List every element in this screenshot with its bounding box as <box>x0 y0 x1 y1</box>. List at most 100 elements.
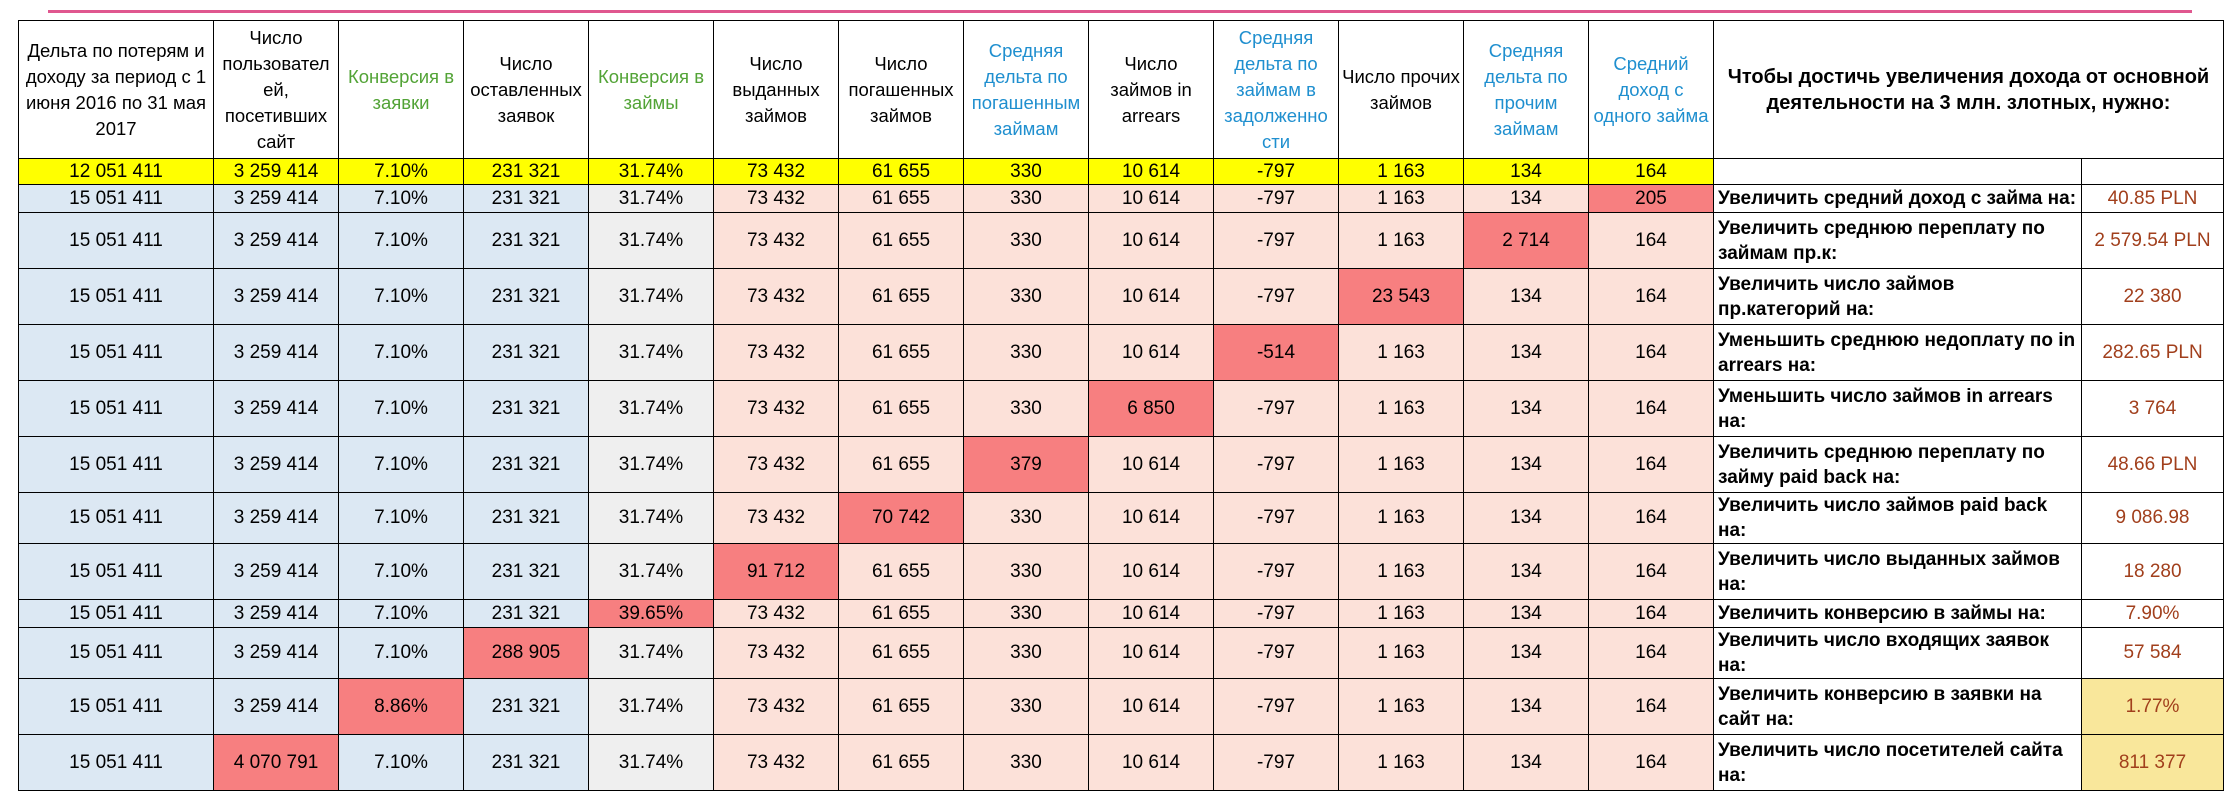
scenario-row: 15 051 411 3 259 414 7.10% 231 321 31.74% 73 … <box>18 324 2224 381</box>
header-site-visitors: Число пользовател ей, посетивших сайт <box>213 20 339 159</box>
cell-avg-delta-arrears: -797 <box>1213 543 1339 600</box>
cell-avg-income: 164 <box>1588 268 1714 325</box>
cell-issued: 73 432 <box>713 380 839 437</box>
cell-avg-income: 164 <box>1588 627 1714 679</box>
scenario-row: 15 051 411 3 259 414 7.10% 231 321 31.74% 73 … <box>18 492 2224 544</box>
cell-avg-delta-other: 134 <box>1463 436 1589 493</box>
cell-avg-income: 205 <box>1588 184 1714 213</box>
cell-conv-loans: 31.74% <box>588 627 714 679</box>
cell-conv-loans: 39.65% <box>588 599 714 628</box>
cell-arrears: 10 614 <box>1088 492 1214 544</box>
cell-avg-delta-arrears: -797 <box>1213 734 1339 791</box>
cell-conv-applications: 7.10% <box>338 599 464 628</box>
action-text: Увеличить средний доход с займа на: <box>1713 184 2082 213</box>
required-change-value: 3 764 <box>2081 380 2224 437</box>
cell-delta: 15 051 411 <box>18 492 214 544</box>
cell-arrears: 10 614 <box>1088 627 1214 679</box>
action-text: Увеличить число посетителей сайта на: <box>1713 734 2082 791</box>
cell-avg-income: 164 <box>1588 734 1714 791</box>
action-text: Увеличить конверсию в заявки на сайт на: <box>1713 678 2082 735</box>
cell-other: 1 163 <box>1338 436 1464 493</box>
cell-avg-delta-other: 134 <box>1463 678 1589 735</box>
cell-repaid: 61 655 <box>838 678 964 735</box>
required-change-value <box>2081 158 2224 185</box>
header-avg-delta-repaid: Средняя дельта по погашенным займам <box>963 20 1089 159</box>
cell-avg-delta-arrears: -797 <box>1213 678 1339 735</box>
cell-conv-applications: 7.10% <box>338 268 464 325</box>
cell-avg-delta-other: 134 <box>1463 734 1589 791</box>
action-text: Увеличить число займов paid back на: <box>1713 492 2082 544</box>
cell-repaid: 61 655 <box>838 158 964 185</box>
cell-avg-delta-other: 134 <box>1463 492 1589 544</box>
cell-avg-income: 164 <box>1588 436 1714 493</box>
cell-repaid: 61 655 <box>838 324 964 381</box>
cell-avg-income: 164 <box>1588 492 1714 544</box>
scenario-row: 15 051 411 3 259 414 8.86% 231 321 31.74% 73 … <box>18 678 2224 735</box>
cell-avg-delta-arrears: -797 <box>1213 627 1339 679</box>
cell-avg-delta-repaid: 330 <box>963 324 1089 381</box>
cell-other: 1 163 <box>1338 678 1464 735</box>
cell-conv-applications: 7.10% <box>338 324 464 381</box>
action-text: Увеличить число входящих заявок на: <box>1713 627 2082 679</box>
scenario-row: 15 051 411 3 259 414 7.10% 288 905 31.74% 73 … <box>18 627 2224 679</box>
header-conversion-applications: Конверсия в заявки <box>338 20 464 159</box>
cell-avg-delta-arrears: -797 <box>1213 158 1339 185</box>
cell-visitors: 3 259 414 <box>213 436 339 493</box>
cell-avg-delta-other: 134 <box>1463 324 1589 381</box>
cell-avg-delta-repaid: 330 <box>963 212 1089 269</box>
cell-other: 23 543 <box>1338 268 1464 325</box>
header-repaid-loans: Число погашенных займов <box>838 20 964 159</box>
cell-avg-delta-arrears: -797 <box>1213 268 1339 325</box>
cell-issued: 73 432 <box>713 436 839 493</box>
cell-avg-delta-other: 134 <box>1463 380 1589 437</box>
cell-visitors: 4 070 791 <box>213 734 339 791</box>
required-change-value: 22 380 <box>2081 268 2224 325</box>
cell-issued: 73 432 <box>713 268 839 325</box>
cell-avg-delta-repaid: 330 <box>963 678 1089 735</box>
action-text: Увеличить конверсию в займы на: <box>1713 599 2082 628</box>
cell-delta: 15 051 411 <box>18 184 214 213</box>
cell-applications: 231 321 <box>463 436 589 493</box>
action-text <box>1713 158 2082 185</box>
cell-delta: 15 051 411 <box>18 380 214 437</box>
cell-conv-loans: 31.74% <box>588 268 714 325</box>
cell-applications: 231 321 <box>463 268 589 325</box>
cell-arrears: 10 614 <box>1088 158 1214 185</box>
cell-delta: 12 051 411 <box>18 158 214 185</box>
cell-conv-applications: 7.10% <box>338 436 464 493</box>
cell-applications: 231 321 <box>463 212 589 269</box>
cell-avg-delta-other: 134 <box>1463 543 1589 600</box>
cell-repaid: 61 655 <box>838 734 964 791</box>
cell-avg-delta-other: 134 <box>1463 268 1589 325</box>
header-avg-delta-arrears: Средняя дельта по займам в задолженно ст… <box>1213 20 1339 159</box>
cell-arrears: 10 614 <box>1088 184 1214 213</box>
cell-conv-applications: 7.10% <box>338 380 464 437</box>
header-applications-count: Число оставленных заявок <box>463 20 589 159</box>
cell-avg-delta-repaid: 330 <box>963 158 1089 185</box>
required-change-value: 57 584 <box>2081 627 2224 679</box>
cell-avg-delta-repaid: 330 <box>963 268 1089 325</box>
cell-visitors: 3 259 414 <box>213 324 339 381</box>
cell-issued: 73 432 <box>713 158 839 185</box>
baseline-row: 12 051 411 3 259 414 7.10% 231 321 31.74% 73 … <box>18 158 2224 185</box>
header-issued-loans: Число выданных займов <box>713 20 839 159</box>
header-avg-income-per-loan: Средний доход с одного займа <box>1588 20 1714 159</box>
cell-repaid: 61 655 <box>838 184 964 213</box>
cell-conv-applications: 7.10% <box>338 543 464 600</box>
cell-arrears: 10 614 <box>1088 599 1214 628</box>
cell-delta: 15 051 411 <box>18 678 214 735</box>
cell-avg-delta-repaid: 330 <box>963 543 1089 600</box>
cell-issued: 73 432 <box>713 492 839 544</box>
cell-conv-loans: 31.74% <box>588 158 714 185</box>
action-text: Увеличить число выданных займов на: <box>1713 543 2082 600</box>
cell-applications: 288 905 <box>463 627 589 679</box>
cell-arrears: 10 614 <box>1088 678 1214 735</box>
cell-avg-delta-repaid: 330 <box>963 184 1089 213</box>
cell-issued: 73 432 <box>713 184 839 213</box>
cell-visitors: 3 259 414 <box>213 212 339 269</box>
cell-issued: 91 712 <box>713 543 839 600</box>
cell-avg-income: 164 <box>1588 324 1714 381</box>
cell-visitors: 3 259 414 <box>213 268 339 325</box>
cell-applications: 231 321 <box>463 599 589 628</box>
cell-conv-loans: 31.74% <box>588 734 714 791</box>
